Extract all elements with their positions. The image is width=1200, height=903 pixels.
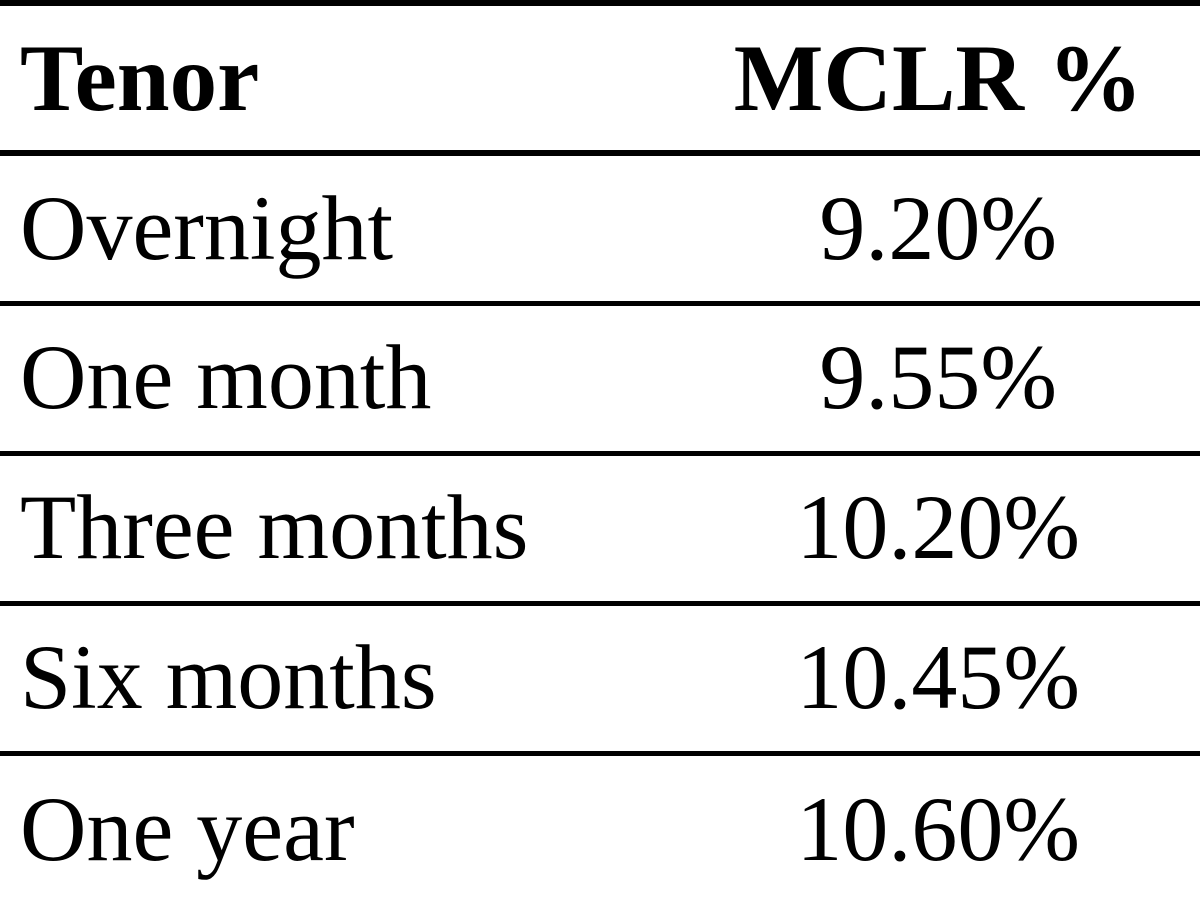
rate-cell: 10.45% bbox=[666, 603, 1200, 753]
column-header-rate: MCLR % bbox=[666, 3, 1200, 153]
rate-cell: 10.20% bbox=[666, 453, 1200, 603]
table-row: Six months 10.45% bbox=[0, 603, 1200, 753]
tenor-cell: One month bbox=[0, 303, 666, 453]
table-header-row: Tenor MCLR % bbox=[0, 3, 1200, 153]
mclr-rate-table: Tenor MCLR % Overnight 9.20% One month 9… bbox=[0, 0, 1200, 903]
rate-cell: 9.20% bbox=[666, 153, 1200, 303]
table-row: Overnight 9.20% bbox=[0, 153, 1200, 303]
column-header-tenor: Tenor bbox=[0, 3, 666, 153]
tenor-cell: Six months bbox=[0, 603, 666, 753]
tenor-cell: Three months bbox=[0, 453, 666, 603]
rate-cell: 10.60% bbox=[666, 753, 1200, 903]
table-row: One year 10.60% bbox=[0, 753, 1200, 903]
rate-cell: 9.55% bbox=[666, 303, 1200, 453]
table-row: One month 9.55% bbox=[0, 303, 1200, 453]
table-row: Three months 10.20% bbox=[0, 453, 1200, 603]
tenor-cell: One year bbox=[0, 753, 666, 903]
mclr-table-container: Tenor MCLR % Overnight 9.20% One month 9… bbox=[0, 0, 1200, 900]
tenor-cell: Overnight bbox=[0, 153, 666, 303]
